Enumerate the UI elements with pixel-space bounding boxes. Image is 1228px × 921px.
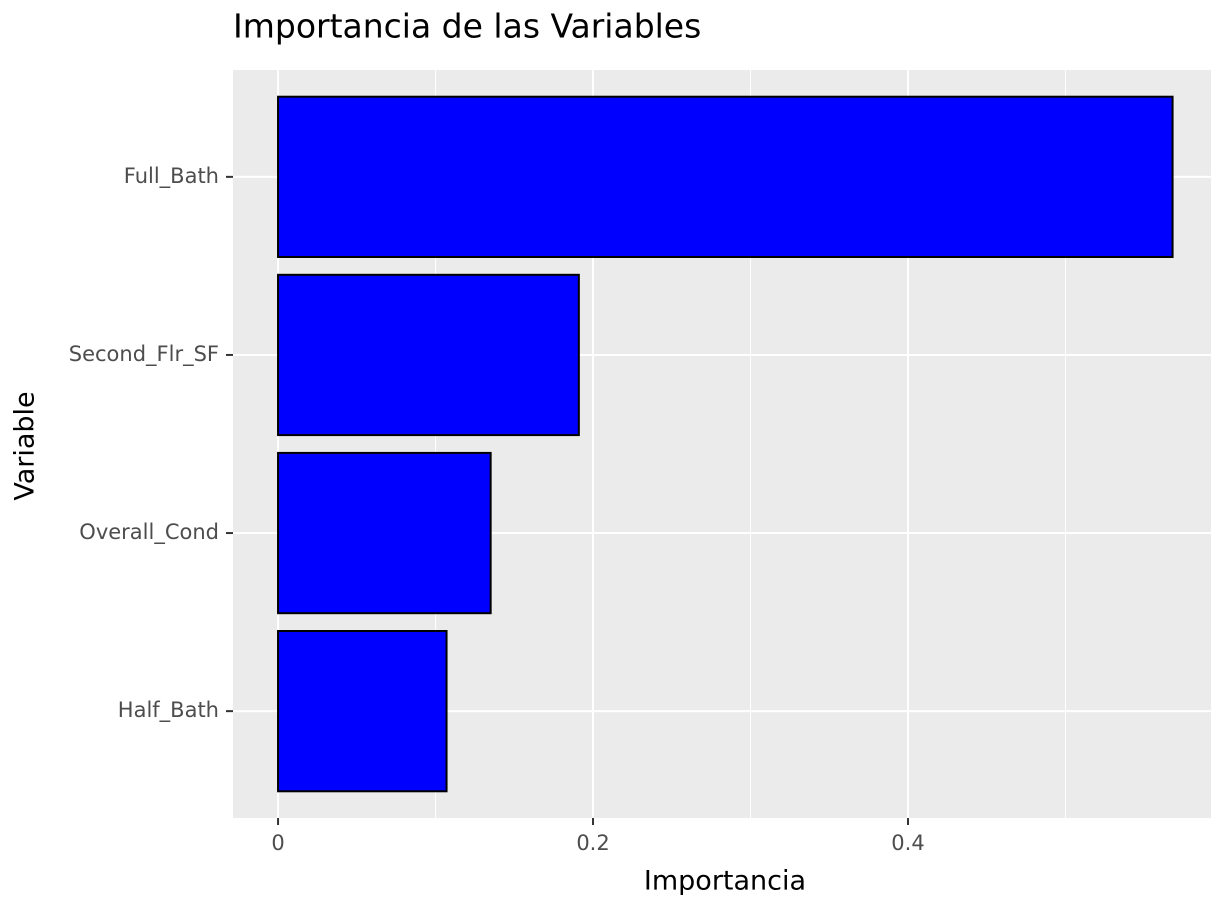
bar [277, 273, 580, 437]
x-tick-label: 0.4 [891, 831, 924, 855]
bar [277, 630, 448, 793]
y-tick-label: Second_Flr_SF [69, 342, 219, 367]
y-tick-label: Half_Bath [118, 698, 219, 723]
bar [277, 451, 492, 615]
y-tick-label: Full_Bath [124, 164, 219, 189]
y-tick-label: Overall_Cond [79, 520, 219, 545]
x-tick-label: 0 [271, 831, 284, 855]
x-axis-title: Importancia [644, 866, 806, 897]
bar [277, 95, 1174, 259]
y-axis-title: Variable [10, 391, 41, 500]
x-tick-label: 0.2 [576, 831, 609, 855]
chart-title: Importancia de las Variables [233, 7, 701, 46]
